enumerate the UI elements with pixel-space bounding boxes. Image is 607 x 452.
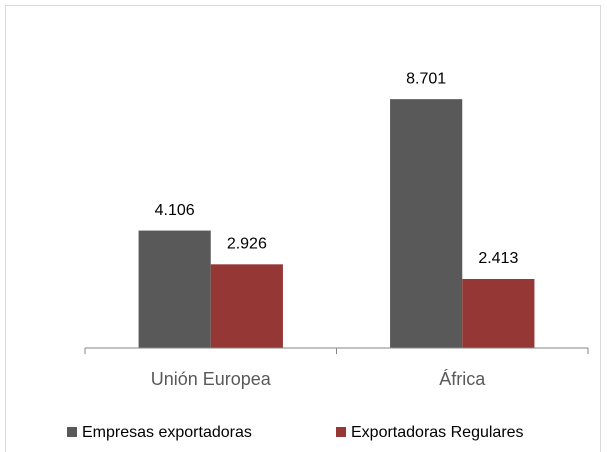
bar (390, 99, 463, 348)
x-tick-label: África (439, 369, 486, 389)
bar (462, 278, 535, 348)
legend-swatch (336, 427, 346, 437)
data-label: 4.106 (155, 202, 195, 219)
chart-frame (5, 5, 601, 452)
data-label: 2.413 (478, 250, 518, 267)
data-label: 2.926 (227, 236, 267, 253)
legend-swatch (67, 427, 77, 437)
data-label: 8.701 (406, 70, 446, 87)
bar (210, 264, 283, 348)
legend-label: Exportadoras Regulares (351, 424, 524, 441)
x-tick-label: Unión Europea (151, 369, 272, 389)
bar (138, 230, 211, 348)
legend-label: Empresas exportadoras (82, 424, 252, 441)
